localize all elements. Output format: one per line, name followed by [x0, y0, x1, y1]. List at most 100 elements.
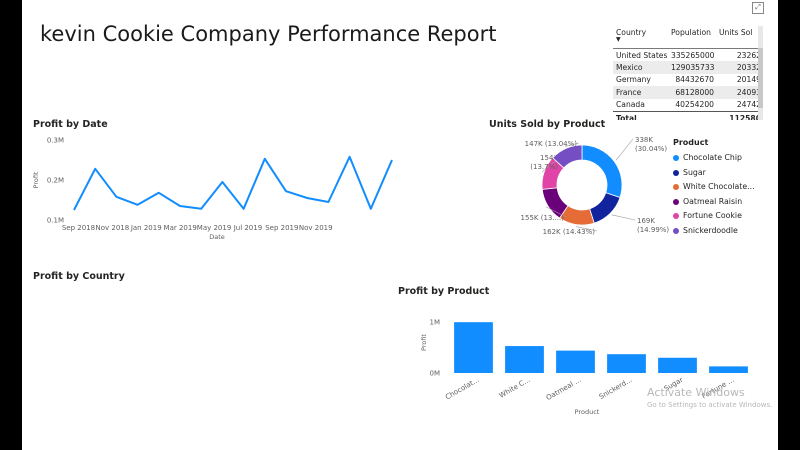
treemap-tile-germany[interactable]: Germany: [328, 284, 393, 417]
cell-population: 129035733: [668, 61, 716, 74]
report-title: kevin Cookie Company Performance Report: [40, 22, 497, 46]
donut-slice: [589, 192, 621, 224]
legend-label: Fortune Cookie: [683, 211, 742, 220]
legend-dot-icon: [673, 213, 679, 219]
x-tick-label: Nov 2019: [299, 224, 333, 232]
treemap-tile-united-states[interactable]: United States: [190, 284, 328, 354]
cell-population: 335265000: [671, 50, 715, 60]
treemap-tile-france[interactable]: France: [33, 351, 190, 417]
header-country[interactable]: Country ▼: [613, 26, 668, 49]
scrollbar-thumb[interactable]: [758, 48, 763, 108]
x-tick-label: May 2019: [197, 224, 232, 232]
report-canvas: kevin Cookie Company Performance Report …: [22, 0, 778, 450]
x-tick-label: Mar 2019: [164, 224, 197, 232]
cell-country: Germany: [616, 75, 651, 85]
treemap-label: United States: [194, 288, 249, 297]
table-row: Germany 84432670 20149: [613, 74, 763, 86]
legend-item[interactable]: Chocolate Chip: [673, 153, 742, 162]
legend-label: Chocolate Chip: [683, 153, 742, 162]
donut-data-label: (14.99%): [637, 226, 669, 234]
product-bar: [454, 322, 493, 373]
legend-item[interactable]: Oatmeal Raisin: [673, 197, 742, 206]
donut-data-label: 147K (13.04%): [525, 140, 578, 148]
total-population-empty: [668, 110, 716, 120]
legend-dot-icon: [673, 227, 679, 234]
treemap-title: Profit by Country: [33, 271, 125, 282]
table-row: United States 335265000 23262: [613, 49, 763, 62]
profit-line-series: [73, 155, 393, 211]
legend-label: White Chocolate...: [683, 182, 755, 191]
y-tick-label: 0.1M: [47, 217, 64, 225]
donut-chart[interactable]: 338K(30.04%) 169K(14.99%) 162K (14.43%) 155…: [477, 128, 677, 243]
legend-item[interactable]: Fortune Cookie: [673, 211, 742, 220]
legend-dot-icon: [673, 155, 679, 161]
x-tick-label: Sep 2018: [62, 224, 95, 232]
x-axis-label: Product: [575, 408, 600, 416]
donut-data-label: (13.7%): [530, 163, 558, 171]
table-row: Mexico 129035733 20332: [613, 61, 763, 74]
header-units[interactable]: Units Sol: [716, 26, 763, 49]
donut-data-label: 169K: [637, 217, 655, 225]
legend-item[interactable]: Snickerdoodle: [673, 226, 738, 235]
legend-title: Product: [673, 138, 709, 147]
table-total-row: Total 112580: [613, 110, 763, 120]
y-axis-label: Profit: [32, 171, 40, 188]
y-tick-label: 0.3M: [47, 137, 64, 145]
x-tick-label: Jan 2019: [130, 224, 162, 232]
product-bar: [709, 366, 748, 373]
table-row: France 68128000 24093: [613, 86, 763, 99]
legend-item[interactable]: White Chocolate...: [673, 182, 755, 191]
table-scrollbar[interactable]: [758, 26, 763, 120]
donut-data-label: (30.04%): [635, 145, 667, 153]
product-bar: [505, 346, 544, 373]
treemap-tile-mexico[interactable]: Mexico: [190, 354, 328, 417]
legend-dot-icon: [673, 169, 679, 176]
donut-data-label: 162K (14.43%): [543, 228, 596, 236]
bar-chart[interactable]: 1M 0M Profit Chocolat... White C... Oatmeal .…: [392, 300, 778, 425]
legend-dot-icon: [673, 184, 679, 190]
donut-slice: [581, 144, 623, 198]
activation-watermark-subtitle: Go to Settings to activate Windows.: [647, 401, 773, 409]
cell-country: Canada: [616, 100, 645, 110]
x-tick-label: Snickerd...: [598, 376, 634, 401]
treemap-tile-canada[interactable]: Canada: [33, 284, 190, 351]
donut-chart-title: Units Sold by Product: [489, 119, 606, 130]
treemap-label: Canada: [37, 288, 68, 297]
cell-units: 20149: [736, 75, 761, 85]
cell-country: Mexico: [613, 61, 668, 74]
cell-units: 24093: [716, 86, 763, 99]
x-tick-label: Sep 2019: [265, 224, 298, 232]
legend-item[interactable]: Sugar: [673, 168, 706, 177]
country-table[interactable]: Country ▼ Population Units Sol United Sta…: [613, 26, 763, 120]
product-bar: [658, 357, 697, 373]
expand-icon[interactable]: ⤢: [752, 2, 764, 14]
cell-units: 24742: [736, 100, 761, 110]
legend-dot-icon: [673, 198, 679, 205]
leader-line: [565, 142, 580, 147]
x-tick-label: Nov 2018: [96, 224, 130, 232]
product-bar: [607, 354, 646, 373]
product-bar: [556, 350, 595, 373]
x-axis-label: Date: [209, 233, 225, 241]
donut-data-label: 338K: [635, 136, 653, 144]
legend-label: Sugar: [683, 167, 706, 177]
cell-population: 68128000: [668, 86, 716, 99]
leader-line: [575, 226, 598, 232]
treemap-label: Mexico: [194, 358, 222, 367]
leader-line: [615, 138, 634, 161]
line-chart-title: Profit by Date: [33, 119, 108, 130]
leader-line: [611, 214, 636, 221]
x-tick-label: White C...: [498, 376, 532, 400]
treemap[interactable]: Canada United States Germany France Mexi…: [33, 284, 393, 417]
y-tick-label: 1M: [430, 319, 441, 327]
treemap-label: France: [37, 355, 64, 364]
header-population[interactable]: Population: [668, 26, 716, 49]
activation-watermark-title: Activate Windows: [647, 386, 745, 399]
sort-down-icon: ▼: [616, 36, 621, 43]
bar-chart-title: Profit by Product: [398, 286, 490, 297]
total-units: 112580: [716, 110, 763, 120]
y-tick-label: 0M: [430, 370, 441, 378]
cell-country: France: [613, 86, 668, 99]
x-tick-label: Chocolat...: [444, 376, 480, 402]
